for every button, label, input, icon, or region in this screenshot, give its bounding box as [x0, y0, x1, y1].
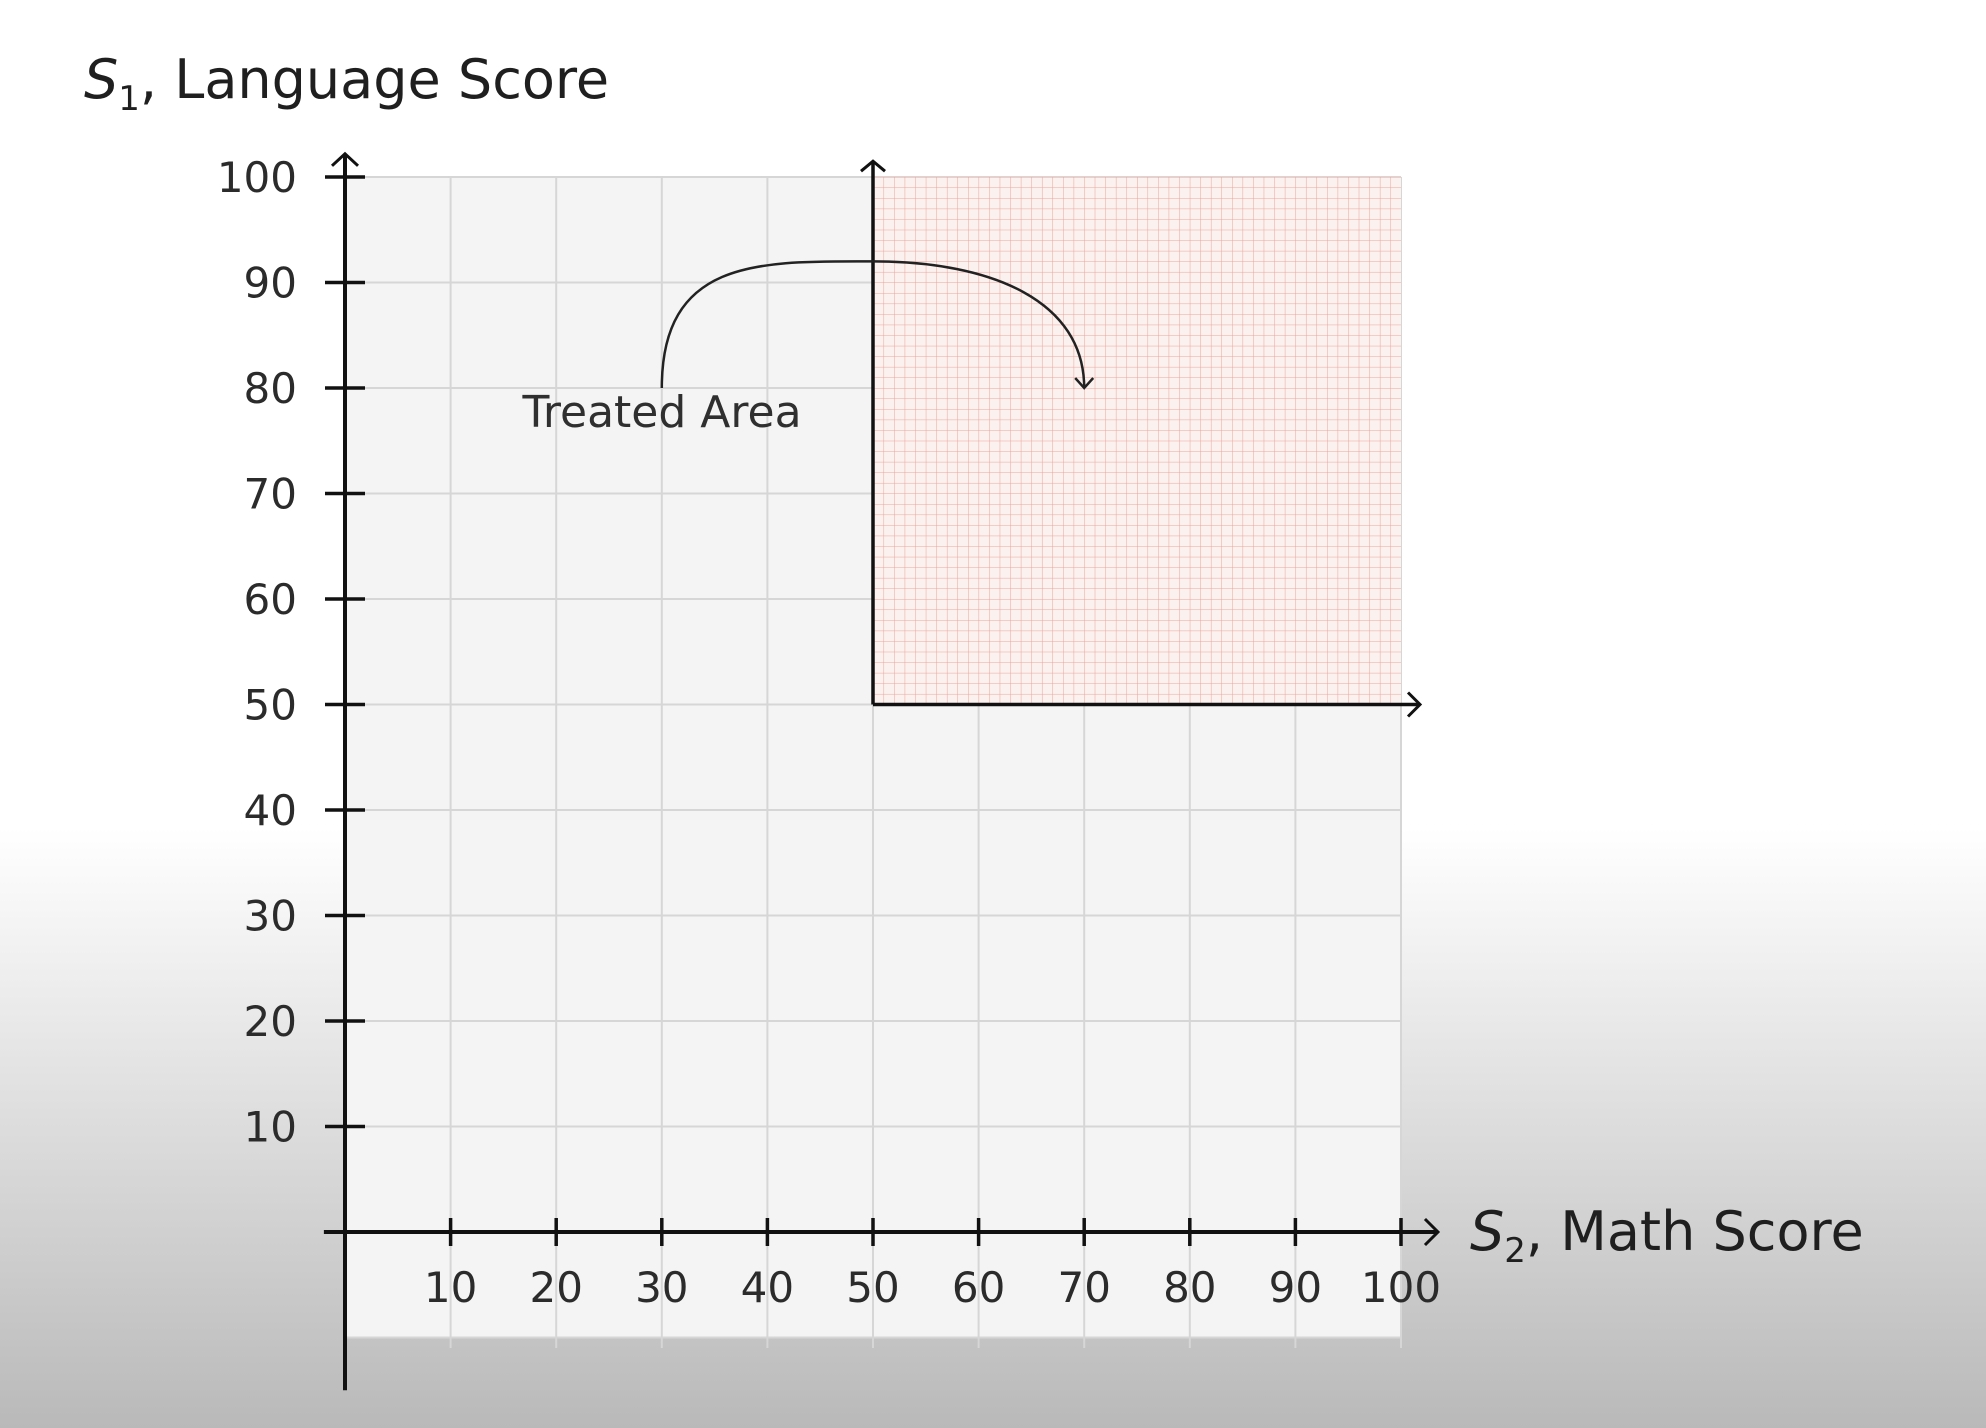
y-axis-arrowhead	[330, 151, 360, 167]
treated-y-axis-arrowhead	[860, 159, 886, 173]
annotation-arrow	[660, 260, 1086, 389]
annotation-label: Treated Area	[521, 387, 801, 438]
x-tick-label: 70	[1057, 1263, 1110, 1312]
x-ticks: 10 20 30 40 50 60 70 80 90 100	[424, 1218, 1441, 1312]
x-axis-title: S2, Math Score	[1470, 1200, 1864, 1271]
treated-area-fine-grid	[873, 177, 1401, 705]
x-tick-label: 40	[741, 1263, 794, 1312]
y-tick-label: 10	[244, 1103, 297, 1152]
x-axis-symbol: S	[1470, 1200, 1504, 1263]
y-axis-title: S1, Language Score	[84, 48, 609, 119]
y-tick-label: 40	[244, 786, 297, 835]
x-tick-label: 60	[952, 1263, 1005, 1312]
x-axis-subscript: 2	[1504, 1231, 1526, 1271]
x-tick-label: 100	[1361, 1263, 1441, 1312]
y-tick-label: 90	[244, 259, 297, 308]
y-tick-label: 50	[244, 681, 297, 730]
y-tick-label: 30	[244, 892, 297, 941]
x-axis-arrowhead	[1423, 1217, 1441, 1247]
x-axis-label: , Math Score	[1526, 1200, 1864, 1263]
x-tick-label: 50	[846, 1263, 899, 1312]
y-axis-symbol: S	[84, 48, 118, 111]
y-tick-label: 100	[217, 153, 297, 202]
treated-x-axis-arrowhead	[1406, 691, 1423, 718]
y-tick-label: 80	[244, 364, 297, 413]
x-tick-label: 80	[1163, 1263, 1216, 1312]
y-tick-label: 70	[244, 470, 297, 519]
x-tick-label: 30	[635, 1263, 688, 1312]
y-ticks: 10 20 30 40 50 60 70 80 90 100	[217, 153, 365, 1152]
main-axes	[323, 151, 1441, 1391]
y-axis-subscript: 1	[118, 79, 140, 119]
y-axis-label: , Language Score	[140, 48, 609, 111]
x-tick-label: 20	[529, 1263, 582, 1312]
y-tick-label: 60	[244, 575, 297, 624]
annotation-arrowhead	[1074, 377, 1095, 390]
x-tick-label: 90	[1269, 1263, 1322, 1312]
treated-area-axes	[860, 159, 1423, 718]
y-tick-label: 20	[244, 997, 297, 1046]
x-tick-label: 10	[424, 1263, 477, 1312]
